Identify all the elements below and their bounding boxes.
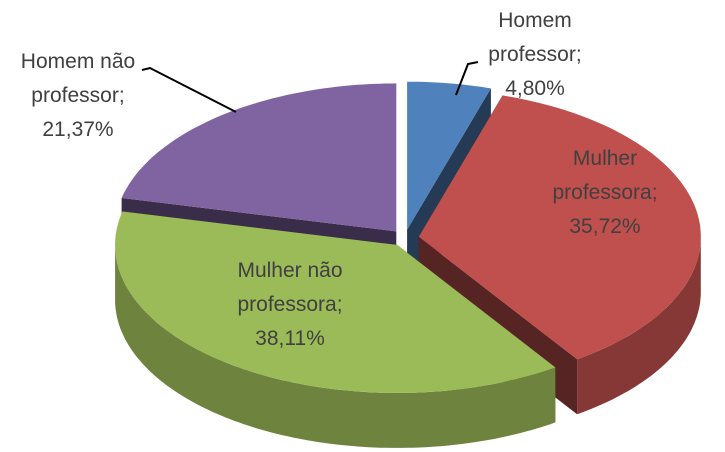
label-separator: ; xyxy=(575,43,582,66)
value-label: 35,72% xyxy=(569,215,641,238)
value-label: 38,11% xyxy=(255,327,325,350)
pie-tops xyxy=(115,81,701,393)
category-label: Mulher professora xyxy=(552,147,652,204)
slice xyxy=(121,83,397,232)
leader-line xyxy=(141,66,237,113)
slice xyxy=(407,81,491,230)
data-label: Homem professor; 4,80% xyxy=(470,4,600,106)
slice xyxy=(418,95,701,360)
slice-wall xyxy=(115,244,556,448)
data-label: Mulher não professora; 38,11% xyxy=(205,254,375,356)
slice xyxy=(115,211,556,393)
label-separator: ; xyxy=(651,181,658,204)
data-label: Mulher professora; 35,72% xyxy=(530,142,680,244)
slice-wall xyxy=(577,236,701,415)
value-label: 21,37% xyxy=(42,118,114,141)
category-label: Homem não professor xyxy=(20,50,136,107)
category-label: Mulher não professora xyxy=(237,259,343,316)
label-separator: ; xyxy=(118,84,125,107)
value-label: 4,80% xyxy=(505,77,565,100)
label-separator: ; xyxy=(336,293,343,316)
leader-line xyxy=(455,61,479,96)
category-label: Homem professor xyxy=(488,9,576,66)
data-label: Homem não professor; 21,37% xyxy=(3,45,153,147)
